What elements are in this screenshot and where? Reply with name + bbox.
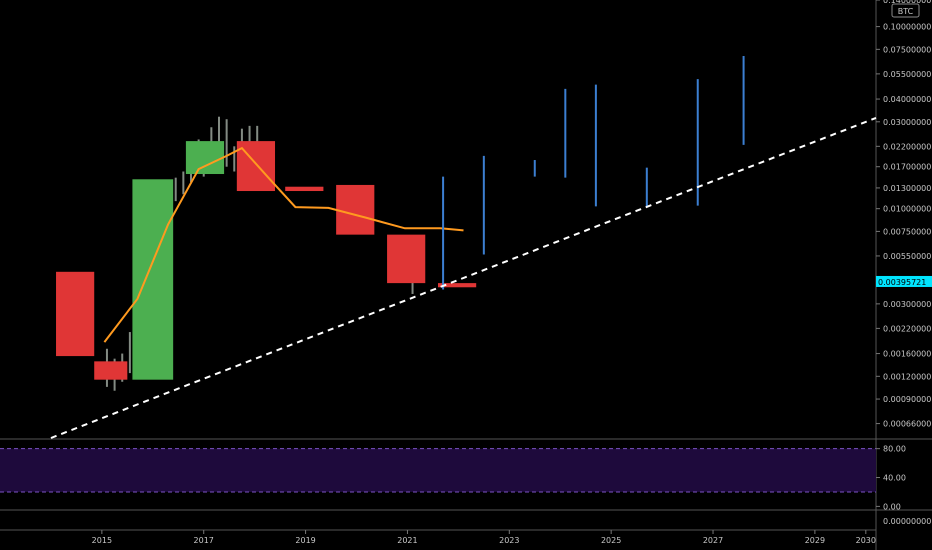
y-tick-label: 0.00066000 (883, 420, 931, 429)
small-bar (233, 146, 236, 172)
osc-tick-label: 80.00 (883, 445, 906, 454)
bearish-candle (94, 361, 128, 380)
bearish-candle (285, 186, 324, 192)
x-tick-label: 2023 (499, 536, 519, 545)
y-tick-label: 0.00120000 (883, 372, 931, 381)
currency-badge[interactable]: BTC (891, 3, 920, 18)
y-tick-label: 0.01700000 (883, 163, 931, 172)
currency-badge-label: BTC (898, 7, 914, 16)
last-price-badge: 0.00395721 (876, 275, 932, 287)
oscillator-axis[interactable]: 80.00 40.00 0.00 (876, 445, 906, 512)
bearish-candle (56, 271, 95, 357)
y-tick-label: 0.10000000 (883, 23, 931, 32)
bearish-candle (387, 234, 426, 284)
x-tick-label: 2017 (194, 536, 214, 545)
support-trendline[interactable] (50, 117, 877, 439)
x-tick-label: 2030 (856, 536, 876, 545)
y-tick-label: 0.05500000 (883, 70, 931, 79)
y-tick-label: 0.00160000 (883, 350, 931, 359)
y-tick-label: 0.01300000 (883, 184, 931, 193)
y-tick-label: 0.04000000 (883, 95, 931, 104)
y-tick-label: 0.00750000 (883, 227, 931, 236)
small-bar (225, 119, 228, 167)
y-tick-label: 0.00220000 (883, 324, 931, 333)
small-bar (248, 125, 251, 151)
x-tick-label: 2019 (295, 536, 315, 545)
small-bar (182, 171, 185, 195)
osc-tick-label: 0.00 (883, 502, 901, 511)
y-tick-label: 0.00090000 (883, 395, 931, 404)
bearish-candle (438, 283, 477, 288)
y-tick-label: 0.01000000 (883, 205, 931, 214)
x-tick-label: 2025 (601, 536, 621, 545)
time-axis[interactable]: 2015 2017 2019 2021 2023 2025 2027 2029 2030 (92, 530, 876, 545)
x-tick-label: 2021 (397, 536, 417, 545)
y-tick-label: 0.00550000 (883, 252, 931, 261)
moving-average-line (103, 146, 464, 343)
bullish-candle (185, 141, 225, 175)
small-bar (128, 332, 131, 374)
x-tick-label: 2029 (805, 536, 825, 545)
small-bar (218, 116, 220, 158)
x-tick-label: 2015 (92, 536, 112, 545)
small-bar (256, 125, 259, 145)
y-tick-label: 0.00300000 (883, 300, 931, 309)
oscillator-band (0, 448, 876, 492)
y-tick-label: 0.14000000 (883, 0, 931, 5)
osc-tick-label: 40.00 (883, 474, 906, 483)
oscillator-pane (0, 448, 932, 531)
bullish-candle (132, 179, 174, 380)
y-tick-label: 0.02200000 (883, 142, 931, 151)
x-tick-label: 2027 (703, 536, 723, 545)
last-price-label: 0.00395721 (878, 278, 926, 287)
y-tick-label: 0.03000000 (883, 118, 931, 127)
price-axis[interactable]: 0.14000000 0.10000000 0.07500000 0.05500000… (876, 0, 931, 429)
small-bar (174, 177, 177, 202)
osc-bottom-label: 0.00000000 (883, 517, 931, 526)
bearish-candle (336, 184, 375, 235)
y-tick-label: 0.07500000 (883, 45, 931, 54)
